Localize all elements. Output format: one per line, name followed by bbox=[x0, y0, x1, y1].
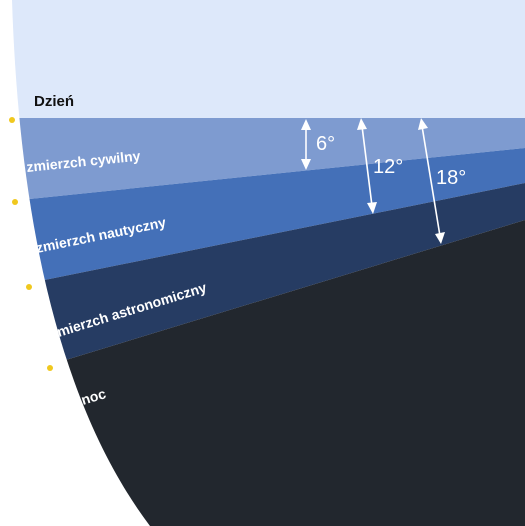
label-night: noc bbox=[79, 385, 108, 408]
arrow-6-degrees bbox=[301, 119, 311, 170]
boundary-dot bbox=[47, 365, 53, 371]
zone-day bbox=[12, 0, 525, 118]
boundary-dot bbox=[9, 117, 15, 123]
zone-nautical-twilight bbox=[12, 148, 525, 289]
arrow-12-degrees bbox=[357, 118, 377, 214]
angle-label-18: 18° bbox=[436, 167, 466, 189]
boundary-dot bbox=[12, 199, 18, 205]
boundary-dot bbox=[26, 284, 32, 290]
zone-night bbox=[12, 220, 525, 526]
arrow-18-degrees bbox=[418, 118, 445, 244]
angle-label-12: 12° bbox=[373, 156, 403, 178]
label-day: Dzień bbox=[34, 93, 74, 110]
boundary-markers bbox=[9, 117, 53, 371]
angle-label-6: 6° bbox=[316, 133, 335, 155]
zone-astronomical-twilight bbox=[12, 183, 525, 380]
zone-civil-twilight bbox=[12, 118, 525, 202]
